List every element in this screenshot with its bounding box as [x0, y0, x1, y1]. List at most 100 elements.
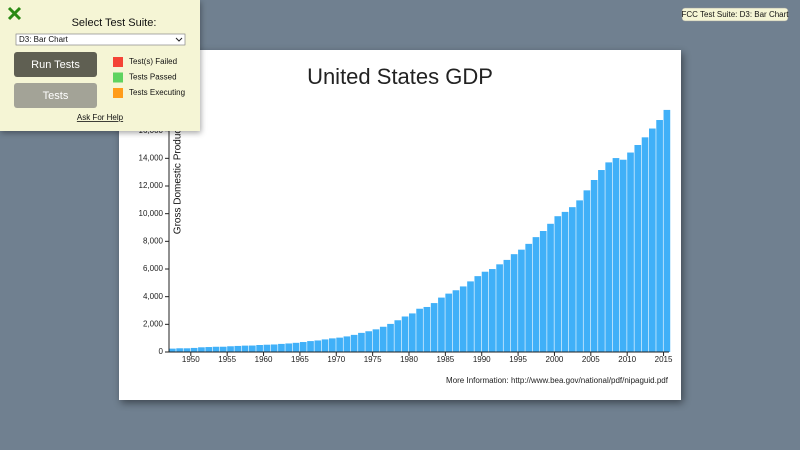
legend-swatch [113, 88, 123, 98]
bar [561, 211, 569, 352]
y-tick-label: 0 [159, 347, 164, 356]
bar [409, 313, 416, 352]
bar [263, 344, 271, 352]
bar [183, 348, 191, 352]
y-tick-label: 6,000 [143, 264, 164, 273]
bar [496, 264, 503, 352]
bar [249, 345, 256, 352]
bar [503, 259, 511, 352]
bar [583, 190, 591, 352]
bar [379, 326, 387, 352]
bar [569, 207, 576, 352]
y-tick-label: 14,000 [139, 153, 164, 162]
x-tick-label: 1960 [255, 355, 273, 364]
bar [270, 344, 278, 352]
legend-label: Test(s) Failed [129, 57, 177, 66]
bar [423, 306, 431, 352]
bar [612, 158, 620, 352]
bar [314, 340, 322, 352]
bar [634, 144, 642, 352]
x-tick-label: 2000 [546, 355, 564, 364]
help-link[interactable]: Ask For Help [77, 113, 124, 122]
bar [452, 290, 460, 352]
bar [619, 159, 627, 352]
plot: 1950 1955 1960 1965 1970 1975 1980 1985 1990 1995… [139, 103, 673, 364]
bar [285, 343, 293, 352]
y-tick-label: 10,000 [139, 209, 164, 218]
bar [278, 343, 285, 352]
bar [641, 137, 649, 352]
bar [176, 348, 183, 352]
bar [576, 200, 583, 352]
bar [590, 179, 598, 352]
bar [656, 120, 663, 352]
bar [198, 347, 205, 352]
bar [547, 223, 554, 352]
bar [554, 216, 562, 352]
bar [336, 337, 343, 352]
tests-button[interactable] [14, 83, 97, 108]
y-tick-label: 4,000 [143, 292, 164, 301]
bar [212, 346, 220, 352]
legend-label: Tests Passed [129, 73, 177, 82]
y-tick-label: 8,000 [143, 236, 164, 245]
tests-button-label: Tests [43, 90, 69, 102]
badge-text: FCC Test Suite: D3: Bar Chart [682, 10, 790, 19]
x-tick-label: 2010 [618, 355, 636, 364]
bar [387, 323, 394, 352]
x-tick-label: 2005 [582, 355, 600, 364]
bar [539, 230, 547, 352]
suite-selected: D3: Bar Chart [19, 35, 69, 44]
x-tick-label: 1950 [182, 355, 200, 364]
run-button-label: Run Tests [31, 59, 80, 71]
bar [350, 334, 358, 352]
bar [510, 254, 518, 352]
bar [532, 237, 540, 352]
x-tick-label: 1970 [327, 355, 345, 364]
bar [518, 249, 525, 352]
bar [481, 271, 489, 352]
bar [256, 345, 263, 352]
x-tick-label: 1995 [509, 355, 527, 364]
bar [358, 332, 365, 352]
y-axis-label: Gross Domestic Product [173, 126, 184, 235]
bar [307, 341, 314, 352]
bar [205, 347, 213, 352]
bar [445, 293, 453, 352]
bar [525, 243, 533, 352]
run-button[interactable] [14, 52, 97, 77]
bar [459, 286, 467, 352]
bar [649, 128, 656, 352]
bar [365, 331, 373, 352]
x-tick-label: 1990 [473, 355, 491, 364]
close-icon[interactable] [7, 6, 22, 21]
suite-select[interactable] [15, 33, 186, 46]
bar [227, 346, 234, 352]
y-tick-label: 2,000 [143, 319, 164, 328]
x-tick-label: 1985 [436, 355, 454, 364]
bar [343, 336, 351, 352]
x-tick-label: 1955 [218, 355, 236, 364]
bar [663, 109, 671, 353]
select-arrow [175, 37, 183, 42]
bar [372, 329, 380, 352]
bar [598, 170, 605, 352]
source-note: More Information: http://www.bea.gov/nat… [446, 376, 669, 385]
panel-title: Select Test Suite: [72, 17, 157, 29]
bar [416, 308, 423, 352]
bar [489, 269, 496, 352]
bar [474, 276, 482, 352]
bar [299, 342, 307, 352]
bar [394, 320, 402, 352]
bar [627, 152, 634, 352]
test-panel: Select Test Suite: D3: Bar Chart Run Tes… [0, 0, 200, 131]
bar [219, 346, 227, 352]
legend-label: Tests Executing [129, 88, 185, 97]
bar [190, 347, 198, 352]
x-tick-label: 1965 [291, 355, 309, 364]
chart-title: United States GDP [307, 64, 493, 89]
legend-swatch [113, 57, 123, 67]
bar [241, 345, 249, 352]
